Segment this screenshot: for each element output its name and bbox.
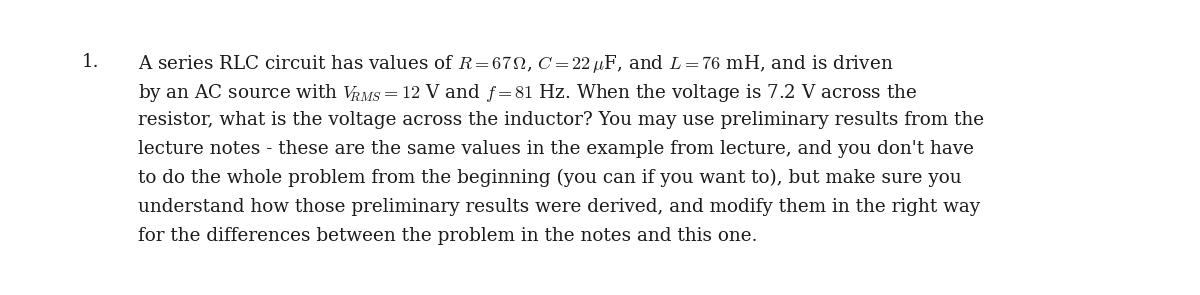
Text: by an AC source with $V_{\!\!RMS} = 12$ V and $f = 81$ Hz. When the voltage is 7: by an AC source with $V_{\!\!RMS} = 12$ …	[138, 82, 917, 104]
Text: 1.: 1.	[82, 53, 100, 71]
Text: A series RLC circuit has values of $R = 67\,\Omega$, $C = 22\,\mu$F, and $L = 76: A series RLC circuit has values of $R = …	[138, 53, 894, 75]
Text: understand how those preliminary results were derived, and modify them in the ri: understand how those preliminary results…	[138, 198, 980, 216]
Text: for the differences between the problem in the notes and this one.: for the differences between the problem …	[138, 227, 757, 245]
Text: resistor, what is the voltage across the inductor? You may use preliminary resul: resistor, what is the voltage across the…	[138, 111, 984, 129]
Text: to do the whole problem from the beginning (you can if you want to), but make su: to do the whole problem from the beginni…	[138, 169, 961, 187]
Text: lecture notes - these are the same values in the example from lecture, and you d: lecture notes - these are the same value…	[138, 140, 974, 158]
